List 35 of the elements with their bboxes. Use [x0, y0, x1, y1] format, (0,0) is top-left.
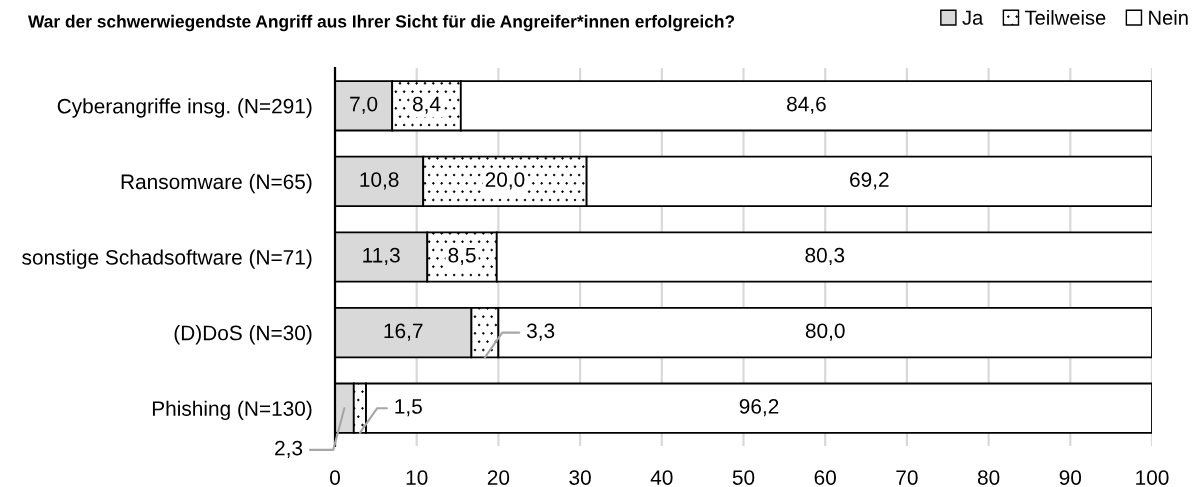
data-label: 3,3 [526, 323, 555, 341]
x-tick-label: 60 [814, 470, 836, 485]
legend-label: Teilweise [1024, 10, 1106, 25]
chart-title: War der schwerwiegendste Angriff aus Ihrer Sicht für die Angreifer*innen erfolgreich? [28, 14, 735, 32]
x-tick-label: 90 [1059, 470, 1082, 485]
data-label: 7,0 [350, 96, 378, 114]
x-tick-label: 10 [406, 470, 428, 485]
y-tick-label: Ransomware (N=65) [121, 173, 312, 194]
data-label: 11,3 [363, 247, 400, 266]
legend-label: Nein [1149, 10, 1188, 25]
y-tick-label: (D)DoS (N=30) [174, 325, 312, 345]
x-tick-label: 50 [732, 470, 755, 485]
data-label: 8,4 [412, 96, 441, 114]
x-tick-label: 100 [1136, 470, 1169, 485]
x-tick-label: 40 [650, 470, 673, 485]
data-label: 16,7 [384, 323, 423, 341]
data-label: 20,0 [485, 172, 525, 190]
legend-label: Ja [962, 10, 984, 25]
y-tick-label: Phishing (N=130) [152, 400, 312, 421]
data-label: 2,3 [275, 440, 303, 458]
y-tick-label: sonstige Schadsoftware (N=71) [22, 249, 312, 269]
x-tick-label: 80 [977, 470, 1000, 485]
data-label: 96,2 [739, 399, 779, 417]
data-label: 80,0 [805, 323, 845, 341]
x-tick-label: 0 [330, 470, 340, 485]
y-tick-label: Cyberangriffe insg. (N=291) [57, 98, 312, 118]
x-tick-label: 70 [896, 470, 918, 485]
data-label: 84,6 [787, 96, 826, 114]
x-tick-label: 20 [487, 470, 510, 485]
data-label: 69,2 [850, 172, 889, 190]
data-label: 80,3 [805, 247, 845, 266]
data-label: 10,8 [360, 172, 399, 190]
data-label: 1,5 [395, 399, 422, 417]
data-label: 8,5 [448, 247, 476, 266]
x-tick-label: 30 [569, 470, 591, 485]
